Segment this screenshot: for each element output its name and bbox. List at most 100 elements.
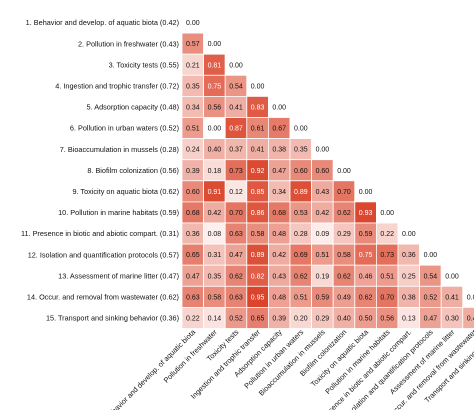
cell-value: 0.38 [272,147,286,154]
row-labels: 1. Behavior and develop. of aquatic biot… [21,18,179,322]
cell-value: 0.00 [294,126,308,133]
cell-value: 0.12 [229,189,243,196]
cell-value: 0.60 [186,189,200,196]
cell-value: 0.82 [251,273,265,280]
row-label: 13. Assessment of marine litter (0.47) [58,271,179,280]
cell-value: 0.00 [467,294,474,301]
cell-value: 0.75 [208,83,222,90]
cell-value: 0.00 [445,273,459,280]
cell-value: 0.50 [359,315,373,322]
cell-value: 0.09 [316,231,330,238]
cell-value: 0.00 [208,126,222,133]
cell-value: 0.89 [251,252,265,259]
cell-value: 0.42 [467,315,474,322]
cell-value: 0.35 [186,83,200,90]
row-label: 12. Isolation and quantification protoco… [28,250,179,259]
cell-value: 0.62 [229,273,243,280]
cell-value: 0.58 [251,231,265,238]
cell-value: 0.68 [186,210,200,217]
cell-value: 0.37 [229,147,243,154]
cell-value: 0.34 [272,189,286,196]
cell-value: 0.58 [208,294,222,301]
cell-value: 0.65 [186,252,200,259]
cell-value: 0.95 [251,294,265,301]
cell-value: 0.59 [359,231,373,238]
cell-value: 0.75 [359,252,373,259]
cell-value: 0.00 [359,189,373,196]
cell-value: 0.62 [294,273,308,280]
row-label: 9. Toxicity on aquatic biota (0.62) [72,187,179,196]
cell-value: 0.47 [272,168,286,175]
cell-value: 0.41 [251,147,265,154]
cell-value: 0.00 [208,41,222,48]
cell-value: 0.60 [294,168,308,175]
cell-value: 0.41 [229,104,243,111]
cell-value: 0.28 [294,231,308,238]
row-label: 10. Pollution in marine habitats (0.59) [58,208,179,217]
cell-value: 0.14 [208,315,222,322]
row-label: 14. Occur. and removal from wastewater (… [27,292,179,301]
row-label: 8. Biofilm colonization (0.56) [87,166,179,175]
cell-value: 0.38 [402,294,416,301]
cell-value: 0.18 [208,168,222,175]
cell-value: 0.58 [337,252,351,259]
cell-value: 0.65 [251,315,265,322]
cell-value: 0.22 [186,315,200,322]
cell-value: 0.51 [186,126,200,133]
cell-value: 0.81 [208,62,222,69]
cell-value: 0.40 [337,315,351,322]
cell-value: 0.08 [208,231,222,238]
row-label: 3. Toxicity tests (0.55) [109,60,179,69]
row-label: 5. Adsorption capacity (0.48) [87,103,179,112]
cell-value: 0.00 [337,168,351,175]
cell-value: 0.48 [272,231,286,238]
cell-value: 0.57 [186,41,200,48]
cell-value: 0.00 [186,20,200,27]
cell-value: 0.42 [208,210,222,217]
cell-value: 0.22 [380,231,394,238]
cell-value: 0.59 [316,294,330,301]
cell-value: 0.63 [229,294,243,301]
cell-value: 0.00 [424,252,438,259]
cell-value: 0.39 [272,315,286,322]
cell-value: 0.56 [380,315,394,322]
cell-value: 0.00 [229,62,243,69]
cell-value: 0.51 [316,252,330,259]
cell-value: 0.62 [337,273,351,280]
cell-value: 0.63 [229,231,243,238]
cell-value: 0.60 [316,168,330,175]
cell-value: 0.62 [337,210,351,217]
cell-value: 0.25 [402,273,416,280]
cell-value: 0.43 [316,189,330,196]
cell-value: 0.62 [359,294,373,301]
cell-value: 0.00 [251,83,265,90]
cell-value: 0.91 [208,189,222,196]
cell-value: 0.35 [294,147,308,154]
cell-value: 0.67 [272,126,286,133]
cell-value: 0.41 [445,294,459,301]
row-label: 15. Transport and sinking behavior (0.36… [46,314,179,323]
cell-value: 0.21 [186,62,200,69]
cell-value: 0.47 [424,315,438,322]
cell-value: 0.51 [294,294,308,301]
row-label: 6. Pollution in urban waters (0.52) [70,124,179,133]
cell-value: 0.61 [251,126,265,133]
cell-value: 0.70 [380,294,394,301]
cell-value: 0.51 [380,273,394,280]
cell-value: 0.29 [316,315,330,322]
cell-value: 0.52 [424,294,438,301]
cell-value: 0.85 [251,189,265,196]
cell-value: 0.73 [229,168,243,175]
row-label: 1. Behavior and develop. of aquatic biot… [26,18,179,27]
cell-value: 0.24 [186,147,200,154]
cell-value: 0.47 [186,273,200,280]
heatmap-cells: 0.00 0.57 0.00 0.21 0.81 0.00 0.35 0.75 0.54 0.00… [181,11,474,329]
cell-value: 0.34 [186,104,200,111]
cell-value: 0.29 [337,231,351,238]
cell-value: 0.35 [208,273,222,280]
cell-value: 0.40 [208,147,222,154]
cell-value: 0.70 [229,210,243,217]
cell-value: 0.63 [186,294,200,301]
cell-value: 0.19 [316,273,330,280]
